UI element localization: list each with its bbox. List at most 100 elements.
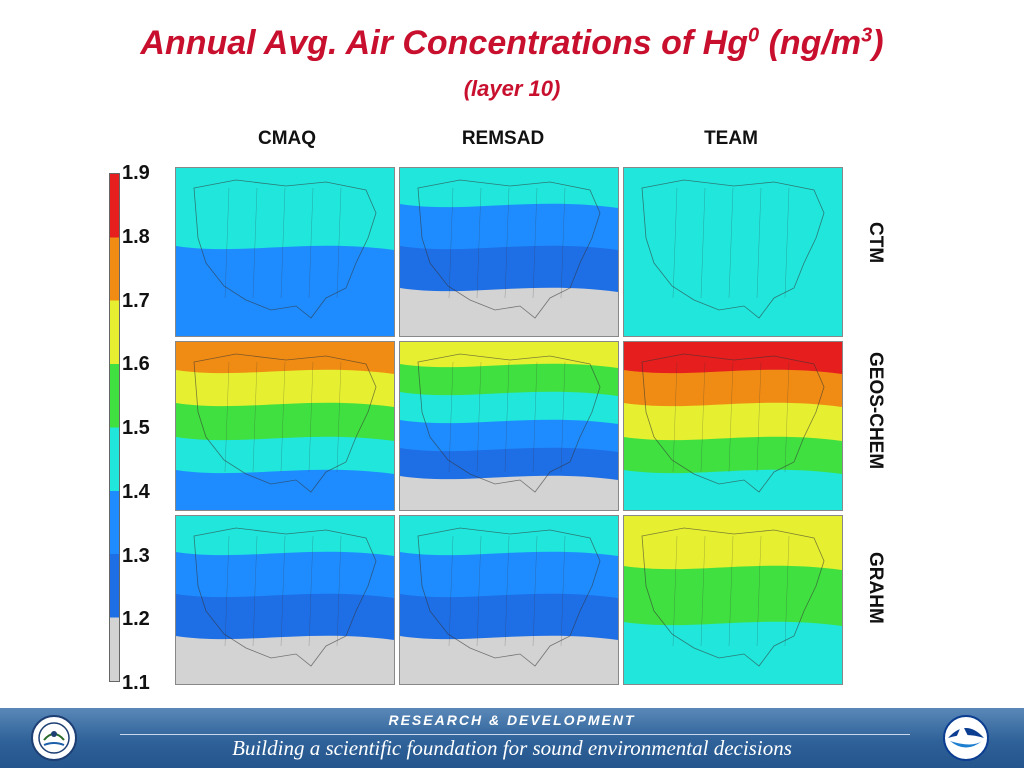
state-boundary (476, 187, 482, 299)
footer-top-text: RESEARCH & DEVELOPMENT (388, 712, 636, 728)
concentration-band (176, 168, 394, 262)
state-boundary (532, 535, 538, 647)
land-outline (193, 179, 377, 319)
colorbar-tick: 1.3 (122, 545, 150, 567)
land-outline (641, 527, 825, 667)
state-boundary (504, 187, 510, 299)
land-outline (417, 527, 601, 667)
colorbar-tick: 1.7 (122, 290, 150, 312)
state-boundary (280, 535, 286, 647)
concentration-band (400, 635, 618, 684)
concentration-map (624, 168, 842, 336)
state-boundary (728, 187, 734, 299)
colorbar (109, 173, 120, 682)
state-boundary (448, 535, 454, 647)
state-boundary (336, 361, 342, 473)
state-boundary (504, 361, 510, 473)
row-label-ctm: CTM (865, 222, 886, 264)
state-boundary (476, 535, 482, 647)
row-label-geos-chem: GEOS-CHEM (865, 352, 886, 470)
state-boundary (784, 535, 790, 647)
chart-subtitle: (layer 10) (463, 76, 561, 101)
concentration-map (176, 516, 394, 684)
concentration-band (176, 469, 394, 510)
state-boundary (504, 535, 510, 647)
state-boundary (336, 535, 342, 647)
state-boundary (532, 361, 538, 473)
state-boundary (280, 187, 286, 299)
land-outline (193, 527, 377, 667)
concentration-band (624, 469, 842, 510)
land-outline (193, 353, 377, 493)
state-boundary (728, 361, 734, 473)
column-header-remsad: REMSAD (461, 128, 545, 149)
state-boundary (672, 187, 678, 299)
state-boundary (560, 187, 566, 299)
title-sup-0: 0 (748, 24, 760, 47)
colorbar-tick: 1.6 (122, 353, 150, 375)
land-outline (641, 353, 825, 493)
colorbar-tick: 1.5 (122, 417, 150, 439)
state-boundary (224, 187, 230, 299)
state-boundary (672, 361, 678, 473)
noaa-logo-icon (943, 715, 989, 761)
land-outline (641, 179, 825, 319)
footer-divider (120, 734, 910, 735)
state-boundary (728, 535, 734, 647)
concentration-band (176, 635, 394, 684)
state-boundary (448, 187, 454, 299)
state-boundary (784, 361, 790, 473)
title-sup-3: 3 (861, 24, 873, 47)
concentration-band (624, 621, 842, 684)
epa-seal-icon (31, 715, 77, 761)
state-boundary (784, 187, 790, 299)
row-label-grahm: GRAHM (865, 552, 886, 624)
concentration-band (400, 475, 618, 510)
state-boundary (252, 361, 258, 473)
state-boundary (532, 187, 538, 299)
state-boundary (756, 361, 762, 473)
map-panel-remsad-grahm (399, 515, 619, 685)
state-boundary (700, 361, 706, 473)
state-boundary (756, 187, 762, 299)
state-boundary (560, 361, 566, 473)
state-boundary (252, 187, 258, 299)
concentration-band (624, 565, 842, 638)
state-boundary (224, 361, 230, 473)
state-boundary (252, 535, 258, 647)
concentration-map (624, 342, 842, 510)
concentration-map (400, 516, 618, 684)
colorbar-tick: 1.4 (122, 481, 150, 503)
state-boundary (672, 535, 678, 647)
column-header-team: TEAM (704, 128, 758, 149)
concentration-band (400, 287, 618, 336)
map-panel-remsad-ctm (399, 167, 619, 337)
concentration-map (400, 342, 618, 510)
map-panel-team-ctm (623, 167, 843, 337)
state-boundary (476, 361, 482, 473)
land-outline (417, 179, 601, 319)
footer-banner: RESEARCH & DEVELOPMENT Building a scient… (0, 708, 1024, 768)
map-panel-team-geos-chem (623, 341, 843, 511)
concentration-map (624, 516, 842, 684)
concentration-map (176, 168, 394, 336)
state-boundary (224, 535, 230, 647)
state-boundary (280, 361, 286, 473)
state-boundary (308, 535, 314, 647)
concentration-map (400, 168, 618, 336)
title-unit: (ng/m (759, 24, 862, 62)
state-boundary (308, 361, 314, 473)
map-panel-cmaq-grahm (175, 515, 395, 685)
state-boundary (448, 361, 454, 473)
concentration-band (176, 245, 394, 336)
state-boundary (700, 187, 706, 299)
concentration-band (624, 168, 842, 336)
colorbar-tick: 1.8 (122, 226, 150, 248)
title-main: Annual Avg. Air Concentrations of Hg (140, 24, 749, 62)
state-boundary (308, 187, 314, 299)
colorbar-tick: 1.1 (122, 672, 150, 694)
land-outline (417, 353, 601, 493)
map-panel-team-grahm (623, 515, 843, 685)
state-boundary (336, 187, 342, 299)
state-boundary (700, 535, 706, 647)
